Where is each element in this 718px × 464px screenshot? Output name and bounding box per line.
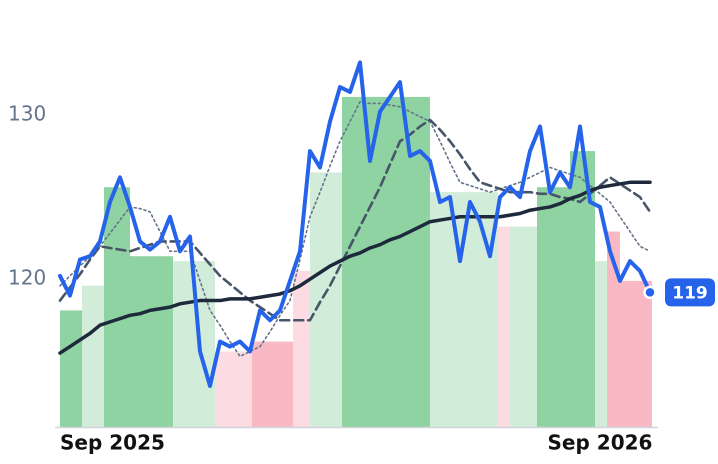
period-bar (60, 310, 82, 427)
period-bar (342, 96, 430, 428)
period-bar (498, 226, 510, 427)
period-bar (607, 231, 620, 427)
x-tick-label: Sep 2026 (548, 431, 653, 455)
series-line (59, 101, 651, 358)
x-tick-label: Sep 2025 (60, 431, 165, 455)
y-tick-label: 120 (8, 266, 46, 290)
period-bar (510, 226, 537, 427)
series-line (58, 60, 652, 388)
period-bar (252, 341, 293, 427)
value-label: 119 (672, 283, 708, 303)
value-badge (665, 278, 715, 307)
series-line (58, 180, 652, 355)
period-bar (104, 187, 130, 427)
y-tick-label: 130 (8, 101, 46, 125)
period-bar (310, 172, 342, 427)
period-bar (620, 280, 652, 427)
period-bar (537, 187, 570, 427)
period-bar (215, 351, 252, 427)
period-bar (293, 270, 310, 427)
period-bar (130, 256, 173, 427)
period-bar (82, 285, 104, 427)
end-dot (643, 285, 657, 300)
period-bar (595, 261, 607, 427)
